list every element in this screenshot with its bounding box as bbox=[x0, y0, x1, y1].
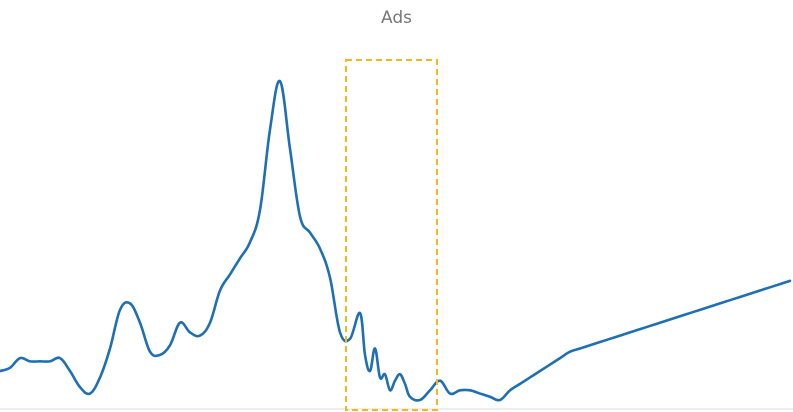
data-points bbox=[0, 80, 791, 401]
chart-title: Ads bbox=[381, 8, 412, 28]
series-line bbox=[0, 79, 792, 402]
highlight-box bbox=[345, 59, 438, 411]
